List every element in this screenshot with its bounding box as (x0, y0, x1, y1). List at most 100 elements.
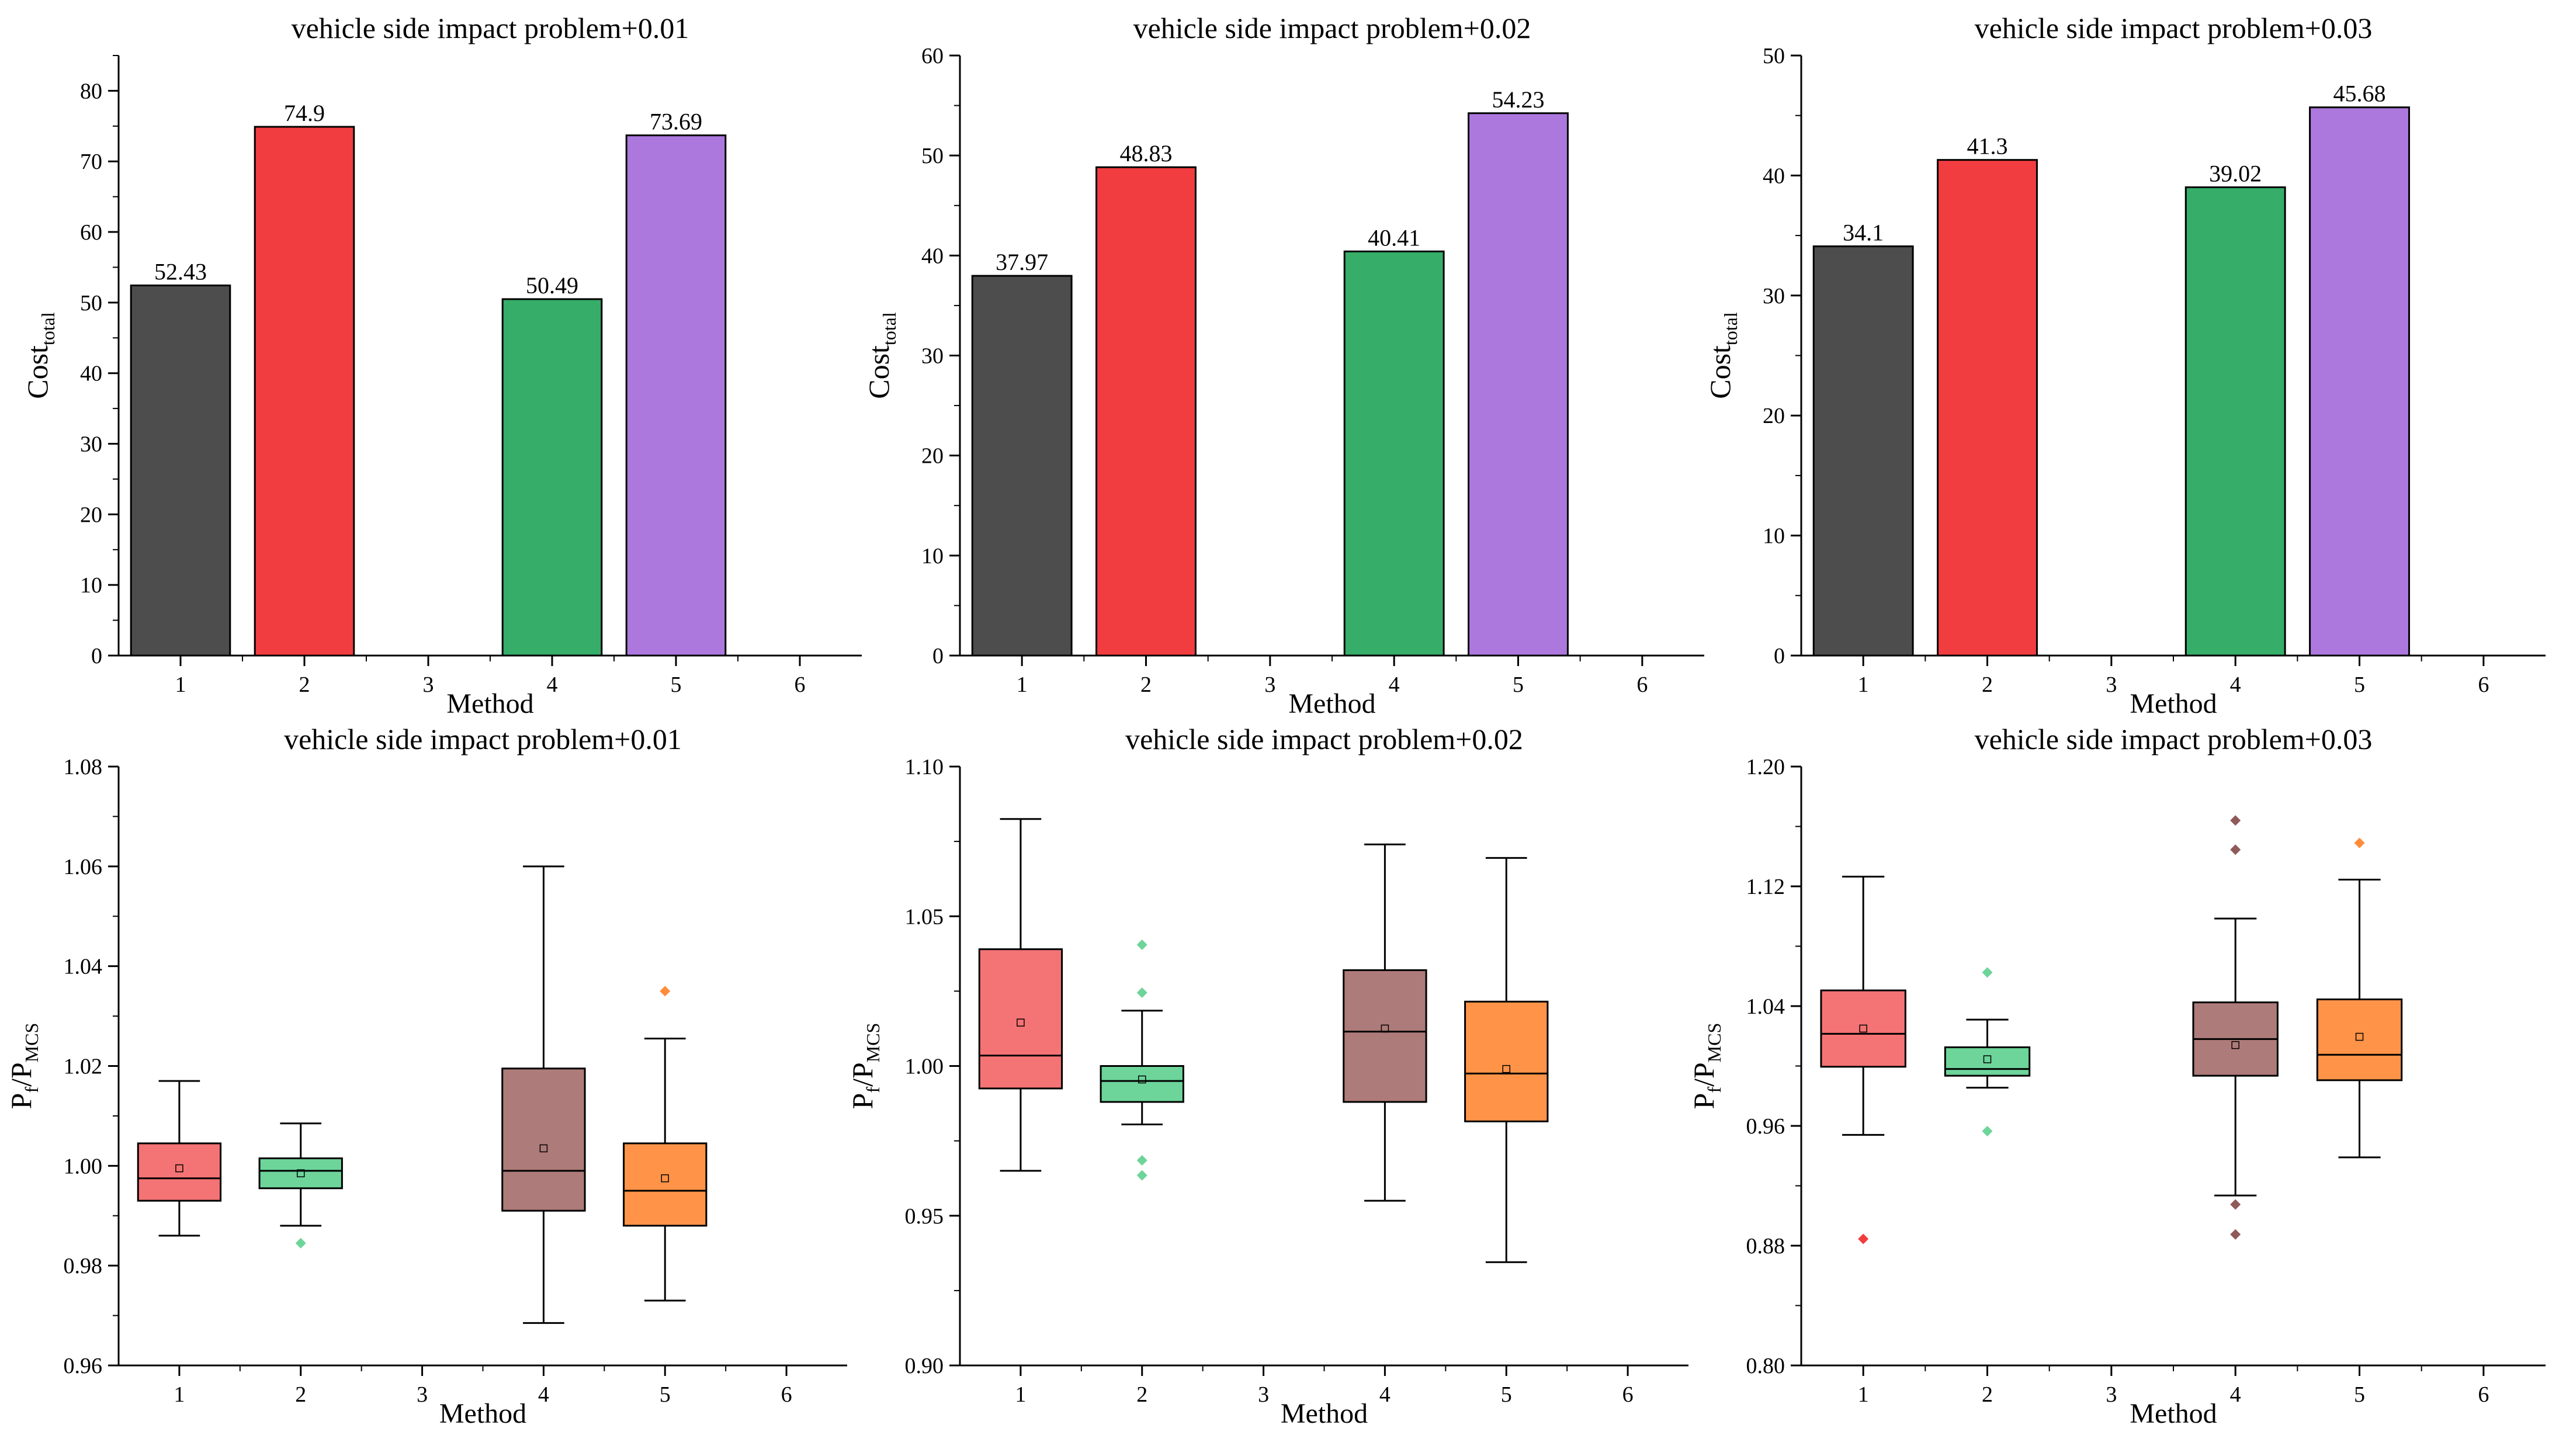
y-tick-label: 10 (1763, 524, 1785, 549)
x-tick-label: 4 (547, 672, 558, 697)
bar-method-1 (130, 285, 231, 657)
x-tick-label: 3 (2106, 1382, 2117, 1407)
x-tick-label: 1 (1858, 672, 1869, 697)
y-tick-label: 10 (921, 544, 944, 568)
x-tick-label: 1 (1858, 1382, 1869, 1407)
box-outlier (1136, 987, 1147, 998)
box-mean-marker (175, 1164, 183, 1173)
box-outlier (2230, 844, 2241, 855)
y-axis-label-main: Cost (21, 345, 54, 399)
y-axis-label: Pf/PMCS (5, 1023, 42, 1110)
x-tick-label: 6 (795, 672, 806, 697)
bar-data-label: 39.02 (2209, 161, 2262, 187)
y-axis-label: Costtotal (21, 312, 58, 399)
y-tick-label: 30 (80, 432, 102, 457)
y-tick-label: 70 (80, 150, 102, 174)
y-tick-label: 30 (921, 344, 944, 369)
box-outlier (1136, 939, 1147, 950)
y-axis-label-main: Cost (862, 345, 895, 399)
y-tick-label: 40 (1763, 164, 1785, 188)
bar-data-label: 40.41 (1368, 224, 1420, 251)
y-axis-label: Costtotal (862, 312, 900, 399)
x-tick-label: 4 (538, 1382, 549, 1407)
y-tick-label: 1.02 (64, 1055, 103, 1079)
box-outlier (1858, 1233, 1869, 1244)
bar-method-4 (1343, 250, 1445, 657)
y-tick-label: 0 (1774, 644, 1785, 668)
x-tick-label: 1 (174, 1382, 185, 1407)
y-axis-label-subscript-f: f (1704, 1087, 1725, 1093)
y-axis-label-slash-p: /P (5, 1062, 37, 1087)
x-axis-label: Method (1288, 688, 1375, 719)
y-tick-label: 20 (1763, 404, 1785, 428)
bar-data-label: 73.69 (650, 109, 702, 135)
bar-data-label: 41.3 (1967, 133, 2008, 160)
x-tick-label: 1 (175, 672, 186, 697)
box-mean-marker (539, 1144, 548, 1153)
y-axis-label: Pf/PMCS (846, 1023, 883, 1110)
box-outlier (2230, 1199, 2241, 1210)
box-method-5 (2316, 837, 2403, 1159)
x-tick-label: 5 (660, 1382, 671, 1407)
chart-panel-2: vehicle side impact problem+0.02 37.97 48.… (862, 12, 1704, 719)
x-tick-label: 2 (1982, 1382, 1993, 1407)
chart-title: vehicle side impact problem+0.02 (1133, 12, 1531, 44)
box-method-4 (501, 865, 586, 1324)
y-tick-label: 0.90 (905, 1354, 944, 1378)
y-tick-label: 1.00 (905, 1055, 944, 1079)
box-outlier (1982, 967, 1993, 978)
x-tick-label: 2 (1140, 672, 1152, 697)
box-method-2 (258, 1122, 343, 1249)
box-mean-marker (661, 1174, 669, 1183)
x-tick-label: 3 (1258, 1382, 1269, 1407)
y-tick-label: 10 (80, 573, 102, 598)
box-method-4 (2192, 815, 2279, 1240)
box-mean-marker (2231, 1041, 2239, 1049)
bar-method-2 (1937, 159, 2038, 657)
box-iqr (623, 1142, 708, 1227)
y-tick-label: 20 (80, 502, 102, 527)
y-axis-label-subscript-mcs: MCS (21, 1023, 42, 1063)
bar-method-1 (1812, 245, 1914, 657)
x-tick-label: 5 (1513, 672, 1524, 697)
bar-method-5 (1468, 112, 1569, 657)
x-tick-label: 4 (2230, 1382, 2241, 1407)
x-tick-label: 5 (671, 672, 682, 697)
y-tick-label: 1.20 (1746, 755, 1785, 779)
bar-method-1 (971, 275, 1073, 657)
box-outlier (1982, 1125, 1993, 1136)
y-tick-label: 1.10 (905, 755, 944, 779)
y-tick-label: 40 (921, 244, 944, 268)
chart-title: vehicle side impact problem+0.01 (284, 723, 682, 755)
y-axis-label: Pf/PMCS (1687, 1023, 1725, 1110)
y-axis-label-p: P (846, 1093, 879, 1110)
bar-method-2 (254, 126, 355, 657)
y-tick-label: 0.96 (1746, 1114, 1785, 1139)
box-iqr (2316, 998, 2403, 1081)
box-iqr (1820, 989, 1906, 1068)
box-method-2 (1100, 939, 1184, 1181)
x-tick-label: 1 (1015, 1382, 1026, 1407)
x-axis-label: Method (2130, 688, 2217, 719)
box-iqr (1343, 969, 1427, 1103)
box-method-5 (1464, 857, 1549, 1263)
y-tick-label: 0.98 (64, 1254, 103, 1278)
box-outlier (2354, 837, 2365, 848)
y-tick-label: 50 (80, 291, 102, 316)
x-axis-label: Method (2130, 1398, 2217, 1429)
y-tick-label: 60 (921, 44, 944, 68)
bar-data-label: 50.49 (526, 272, 578, 299)
x-tick-label: 6 (1622, 1382, 1634, 1407)
x-tick-label: 6 (1636, 672, 1648, 697)
box-mean-marker (1138, 1075, 1146, 1084)
box-mean-marker (2355, 1032, 2364, 1041)
y-tick-label: 1.05 (905, 904, 944, 929)
y-axis-label-subscript: total (879, 312, 900, 345)
y-axis-label-subscript-f: f (862, 1087, 883, 1093)
y-tick-label: 50 (921, 144, 944, 168)
y-tick-label: 1.00 (64, 1154, 103, 1178)
chart-title: vehicle side impact problem+0.01 (292, 12, 689, 44)
y-tick-label: 0.88 (1746, 1234, 1785, 1259)
chart-panel-1: vehicle side impact problem+0.01 52.43 74.… (21, 12, 862, 719)
box-outlier (2230, 1229, 2241, 1240)
